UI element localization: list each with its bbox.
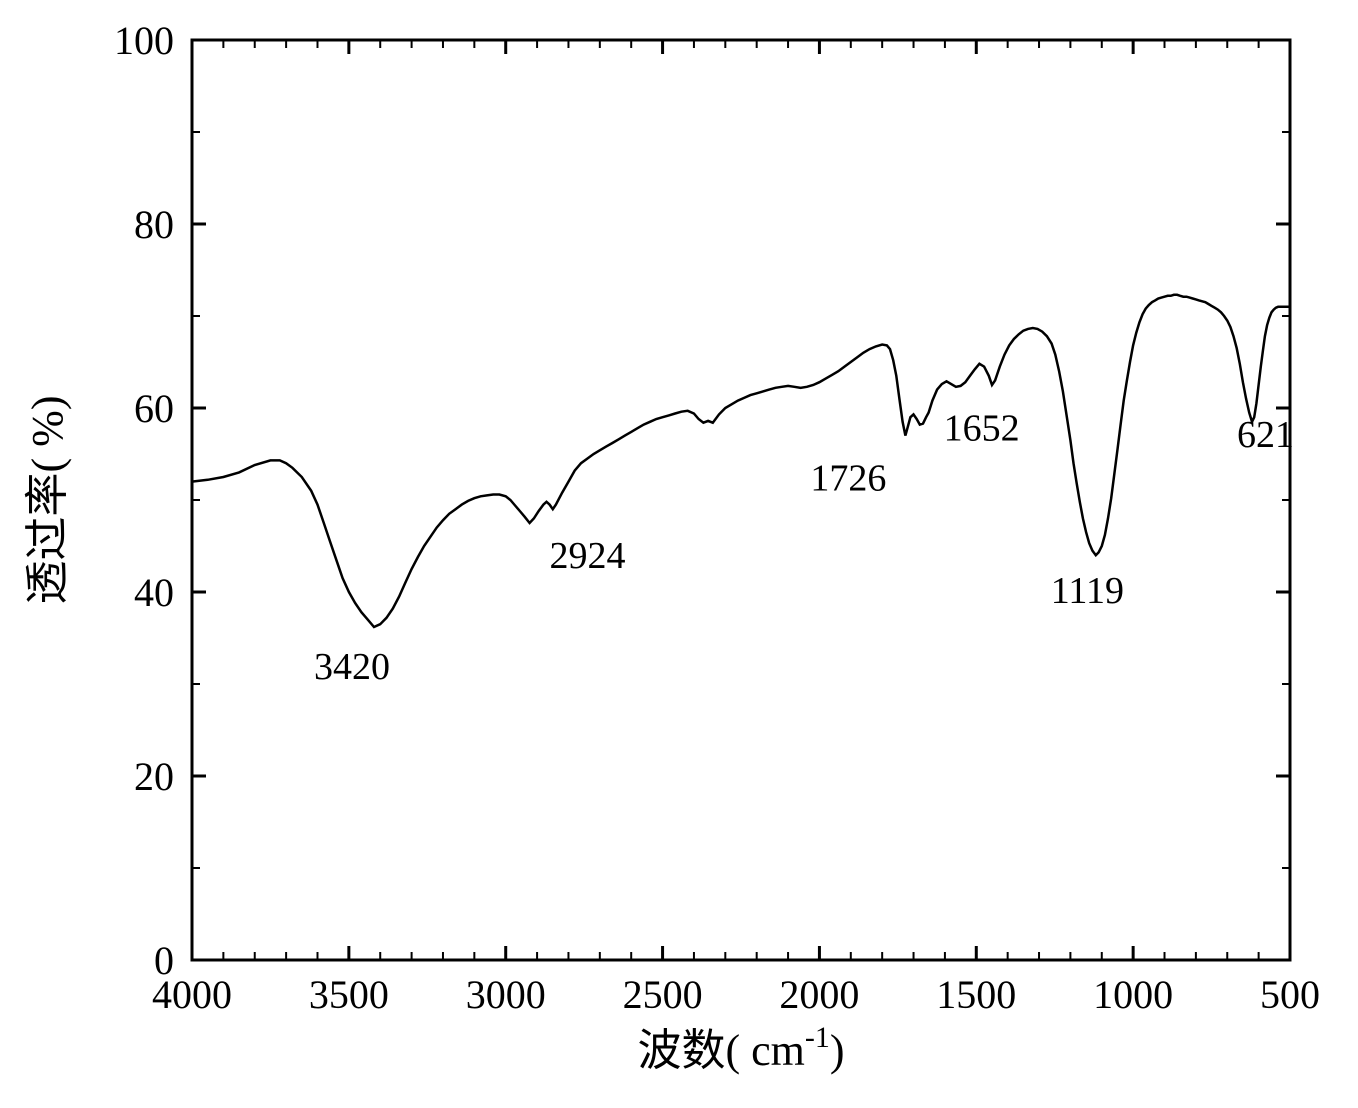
y-tick-label: 40: [134, 570, 174, 615]
plot-frame: [192, 40, 1290, 960]
peak-label: 621: [1237, 414, 1294, 456]
spectrum-curve: [192, 295, 1290, 627]
chart-container: 4000350030002500200015001000500020406080…: [0, 0, 1358, 1108]
ir-spectrum-chart: 4000350030002500200015001000500020406080…: [0, 0, 1358, 1108]
peak-label: 1652: [944, 408, 1020, 450]
x-tick-label: 2000: [779, 972, 859, 1017]
y-tick-label: 80: [134, 202, 174, 247]
y-axis-label: 透过率( %): [23, 396, 72, 605]
x-tick-label: 3000: [466, 972, 546, 1017]
y-tick-label: 60: [134, 386, 174, 431]
x-tick-label: 500: [1260, 972, 1320, 1017]
y-tick-label: 100: [114, 18, 174, 63]
peak-label: 1726: [810, 458, 886, 500]
x-tick-label: 1000: [1093, 972, 1173, 1017]
y-tick-label: 0: [154, 938, 174, 983]
x-tick-label: 2500: [623, 972, 703, 1017]
x-tick-label: 1500: [936, 972, 1016, 1017]
x-tick-label: 3500: [309, 972, 389, 1017]
peak-label: 2924: [550, 535, 626, 577]
peak-label: 3420: [314, 646, 390, 688]
peak-label: 1119: [1051, 570, 1124, 612]
x-axis-label: 波数( cm-1): [637, 1021, 844, 1075]
y-tick-label: 20: [134, 754, 174, 799]
